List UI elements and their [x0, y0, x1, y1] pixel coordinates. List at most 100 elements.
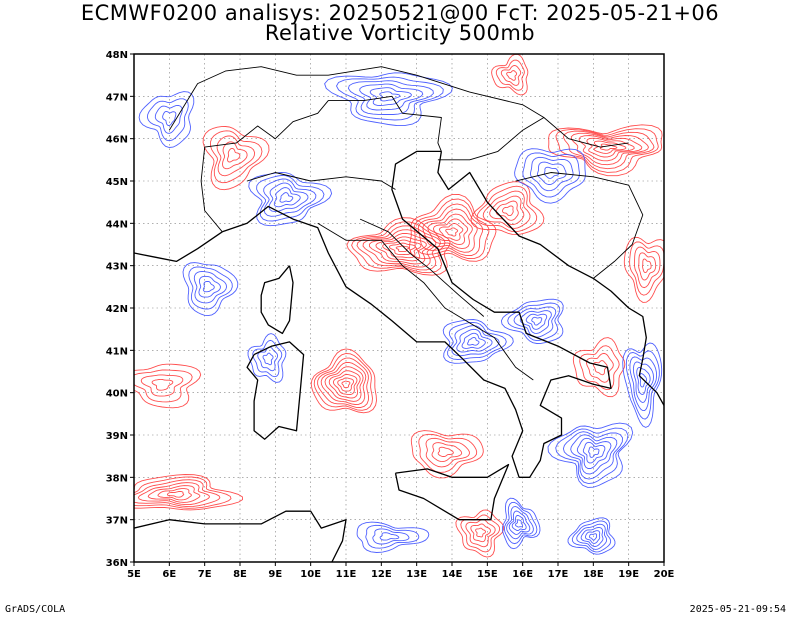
negative-vorticity-contour	[451, 325, 500, 357]
negative-vorticity-contour	[639, 373, 647, 388]
negative-vorticity-contour	[584, 530, 601, 544]
lat-tick-label: 45N	[106, 177, 128, 188]
lon-tick-label: 20E	[654, 569, 675, 580]
coastlines	[134, 150, 664, 562]
positive-vorticity-contour	[592, 360, 608, 376]
negative-vorticity-contour	[625, 350, 660, 420]
positive-vorticity-contour	[134, 363, 202, 409]
positive-vorticity-contour	[222, 141, 248, 170]
vorticity-contours	[134, 54, 664, 558]
negative-vorticity-contour	[503, 501, 538, 545]
positive-vorticity-contour	[317, 357, 369, 408]
footer-timestamp: 2025-05-21-09:54	[689, 604, 786, 615]
map-subtitle: Relative Vorticity 500mb	[264, 21, 536, 45]
positive-vorticity-contour	[227, 147, 241, 163]
negative-vorticity-contour	[379, 91, 401, 102]
negative-vorticity-contour	[442, 319, 514, 364]
negative-vorticity-contour	[576, 437, 612, 469]
positive-vorticity-contour	[137, 482, 211, 506]
axis-ticks: 5E 6E 7E 8E 9E 10E 11E 12E 13E 14E 15E 16E 17E 18E 19E…	[106, 50, 675, 580]
negative-vorticity-contour	[636, 367, 651, 395]
positive-vorticity-contour	[134, 476, 232, 509]
negative-vorticity-contour	[257, 346, 279, 372]
negative-vorticity-contour	[456, 328, 493, 353]
negative-vorticity-contour	[515, 519, 524, 528]
negative-vorticity-contour	[501, 497, 541, 550]
negative-vorticity-contour	[252, 339, 283, 378]
positive-vorticity-contour	[422, 208, 478, 253]
positive-vorticity-contour	[563, 130, 655, 170]
positive-vorticity-contour	[356, 225, 441, 271]
positive-vorticity-contour	[475, 527, 486, 538]
negative-vorticity-contour	[447, 321, 507, 360]
border-italy-regions-north	[246, 172, 396, 190]
positive-vorticity-contour	[310, 348, 377, 414]
lon-tick-label: 19E	[618, 569, 639, 580]
negative-vorticity-contour	[588, 446, 600, 458]
negative-vorticity-contour	[356, 521, 430, 553]
negative-vorticity-contour	[365, 524, 420, 549]
positive-vorticity-contour	[375, 236, 427, 262]
positive-vorticity-contour	[427, 213, 473, 250]
positive-vorticity-contour	[410, 430, 484, 479]
positive-vorticity-contour	[465, 519, 496, 548]
positive-vorticity-contour	[489, 195, 525, 226]
negative-vorticity-contour	[589, 533, 598, 541]
negative-vorticity-contour	[268, 182, 309, 213]
positive-vorticity-contour	[210, 130, 263, 184]
positive-vorticity-contour	[623, 236, 664, 303]
negative-vorticity-contour	[632, 361, 654, 403]
border-slovenia-croatia	[437, 117, 629, 161]
lon-tick-label: 15E	[477, 569, 498, 580]
positive-vorticity-contour	[320, 361, 367, 405]
positive-vorticity-contour	[151, 378, 174, 391]
negative-vorticity-contour	[508, 510, 531, 535]
negative-vorticity-contour	[531, 316, 543, 326]
lat-tick-label: 36N	[106, 558, 128, 569]
negative-vorticity-contour	[507, 302, 561, 342]
political-borders	[168, 66, 644, 381]
positive-vorticity-contour	[395, 245, 410, 253]
coastline-italian-peninsula	[222, 150, 612, 478]
negative-vorticity-contour	[567, 517, 616, 555]
positive-vorticity-contour	[578, 135, 643, 162]
positive-vorticity-contour	[572, 337, 626, 398]
positive-vorticity-contour	[460, 514, 501, 553]
positive-vorticity-contour	[506, 70, 518, 81]
negative-vorticity-contour	[162, 111, 177, 126]
positive-vorticity-contour	[482, 190, 531, 229]
negative-vorticity-contour	[530, 156, 574, 192]
coastline-sardinia	[246, 341, 305, 440]
positive-vorticity-contour	[134, 369, 193, 403]
negative-vorticity-contour	[547, 422, 634, 488]
negative-vorticity-contour	[467, 337, 480, 346]
lat-tick-label: 46N	[106, 135, 128, 146]
positive-vorticity-contour	[642, 258, 652, 274]
positive-vorticity-contour	[418, 433, 478, 473]
positive-vorticity-contour	[476, 185, 538, 233]
positive-vorticity-contour	[570, 132, 650, 166]
positive-vorticity-contour	[341, 380, 351, 389]
positive-vorticity-contour	[433, 218, 469, 246]
positive-vorticity-contour	[495, 200, 519, 221]
positive-vorticity-contour	[346, 217, 451, 276]
negative-vorticity-contour	[188, 266, 233, 310]
lon-tick-label: 6E	[162, 569, 176, 580]
coastline-north-africa-coast	[134, 510, 347, 562]
negative-vorticity-contour	[622, 342, 663, 428]
negative-vorticity-contour	[262, 352, 274, 366]
lat-tick-label: 43N	[106, 262, 128, 273]
positive-vorticity-contour	[332, 373, 358, 396]
negative-vorticity-contour	[146, 98, 189, 142]
negative-vorticity-contour	[580, 527, 604, 547]
positive-vorticity-contour	[633, 246, 661, 289]
positive-vorticity-contour	[555, 128, 659, 173]
positive-vorticity-contour	[328, 370, 361, 399]
negative-vorticity-contour	[359, 83, 424, 111]
lat-tick-label: 41N	[106, 346, 128, 357]
lon-tick-label: 11E	[336, 569, 357, 580]
negative-vorticity-contour	[198, 275, 221, 298]
positive-vorticity-contour	[586, 352, 614, 383]
negative-vorticity-contour	[514, 148, 586, 204]
